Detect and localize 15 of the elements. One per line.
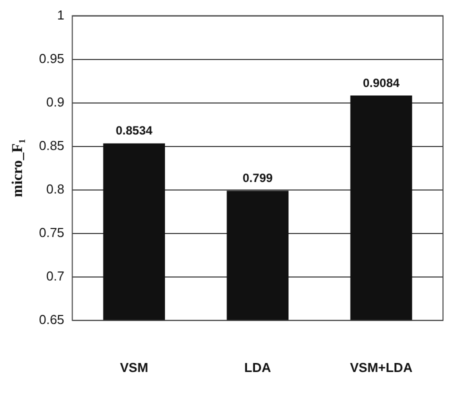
y-tick-label: 0.8: [46, 181, 64, 196]
data-label: 0.8534: [116, 124, 153, 138]
y-tick-label: 1: [57, 7, 64, 22]
x-tick-label: VSM+LDA: [350, 360, 414, 375]
y-axis-title: micro_F₁: [10, 138, 26, 198]
y-tick-label: 0.75: [38, 224, 64, 240]
data-label: 0.9084: [362, 76, 400, 90]
y-tick-label: 0.85: [38, 138, 64, 153]
y-tick-label: 0.9: [46, 94, 64, 110]
y-tick-label: 0.65: [38, 312, 64, 327]
y-tick-label: 0.7: [46, 268, 64, 284]
x-tick-label: VSM: [120, 360, 148, 375]
y-tick-label: 0.95: [38, 50, 64, 66]
x-tick-label: LDA: [244, 360, 272, 375]
data-label: 0.799: [242, 171, 273, 186]
